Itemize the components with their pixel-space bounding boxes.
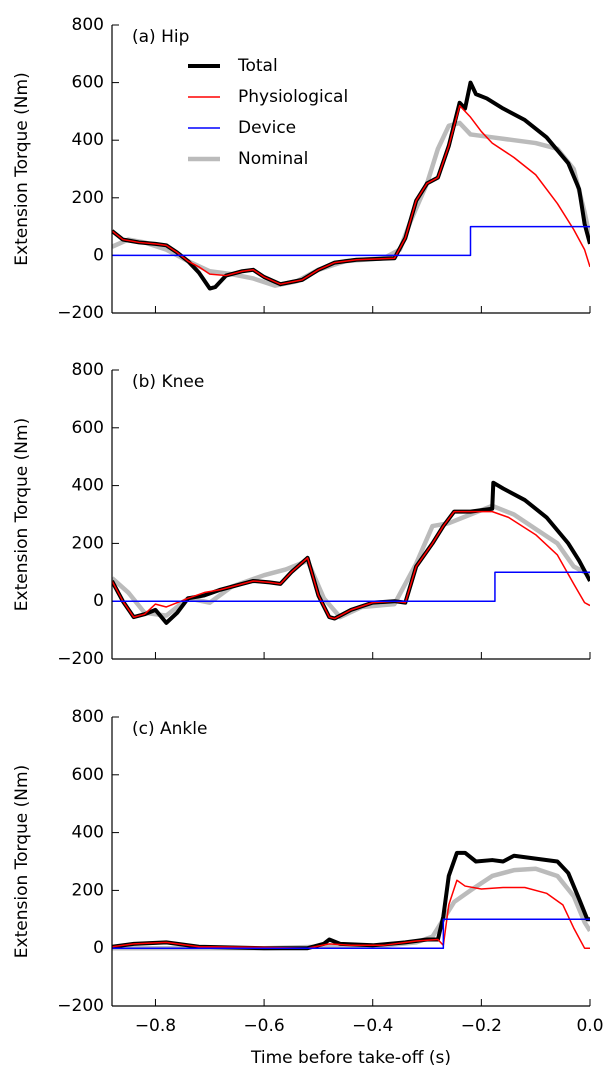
data-line [112,879,590,949]
x-axis-label: Time before take-off (s) [250,1048,451,1068]
data-line [112,866,590,951]
y-tick-label: 800 [72,15,104,35]
x-tick-label: −0.2 [461,1016,502,1036]
y-axis-label: Extension Torque (Nm) [12,418,32,611]
data-line [112,104,590,285]
x-tick-label: −0.6 [243,1016,284,1036]
y-tick-label: −200 [57,303,104,323]
data-line [112,510,590,620]
y-axis-label: Extension Torque (Nm) [12,72,32,265]
panel-label: (a) Hip [132,27,189,47]
y-tick-label: 200 [72,880,104,900]
y-tick-label: 600 [72,765,104,785]
y-tick-label: 400 [72,476,104,496]
panel-label: (c) Ankle [132,719,207,739]
legend-label: Nominal [238,149,308,169]
data-line [112,918,590,949]
y-tick-label: −200 [57,996,104,1016]
y-tick-label: 0 [93,245,104,265]
x-tick-label: −0.4 [352,1016,393,1036]
y-tick-label: 200 [72,533,104,553]
y-tick-label: 800 [72,360,104,380]
data-line [112,571,590,602]
y-tick-label: −200 [57,649,104,669]
y-tick-label: 600 [72,73,104,93]
legend-label: Physiological [238,87,348,107]
panel-label: (b) Knee [132,372,204,392]
y-tick-label: 600 [72,418,104,438]
x-tick-label: 0.0 [576,1016,603,1036]
legend-label: Device [238,118,296,138]
y-tick-label: 400 [72,130,104,150]
data-line [112,850,590,951]
y-tick-label: 0 [93,938,104,958]
y-tick-label: 800 [72,707,104,727]
y-tick-label: 200 [72,188,104,208]
data-line [112,225,590,257]
x-tick-label: −0.8 [135,1016,176,1036]
legend-label: Total [237,56,278,76]
y-tick-label: 400 [72,823,104,843]
y-tick-label: 0 [93,591,104,611]
y-axis-label: Extension Torque (Nm) [12,765,32,958]
